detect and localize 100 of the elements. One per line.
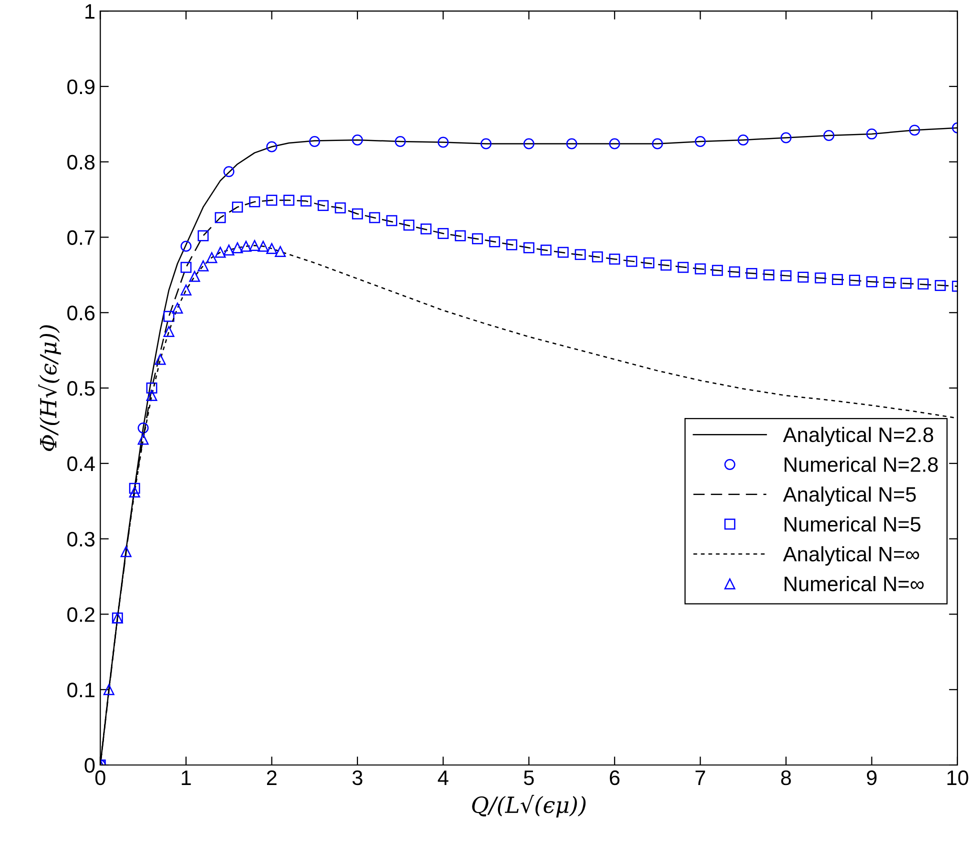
point bbox=[660, 260, 672, 271]
point bbox=[652, 138, 663, 150]
point bbox=[454, 230, 466, 242]
point bbox=[643, 257, 654, 268]
y-tick-label: 0.3 bbox=[67, 532, 95, 547]
point bbox=[318, 200, 329, 212]
point bbox=[934, 280, 946, 291]
point bbox=[472, 233, 483, 244]
point bbox=[866, 128, 878, 140]
point bbox=[506, 239, 518, 250]
point bbox=[738, 134, 749, 146]
point bbox=[394, 136, 406, 147]
point bbox=[138, 422, 149, 434]
point bbox=[180, 240, 192, 252]
x-tick-label: 0 bbox=[95, 770, 106, 786]
point bbox=[609, 138, 620, 150]
point bbox=[223, 244, 234, 256]
point bbox=[154, 354, 166, 365]
y-tick-label: 0.8 bbox=[67, 154, 95, 170]
point bbox=[694, 136, 706, 147]
point bbox=[146, 390, 158, 402]
y-tick-label: 0.2 bbox=[67, 607, 94, 622]
point bbox=[172, 302, 183, 314]
y-tick-label: 0.1 bbox=[67, 682, 94, 698]
point bbox=[258, 240, 269, 252]
point bbox=[523, 138, 534, 150]
legend-label: Numerical N=5 bbox=[784, 516, 920, 532]
point bbox=[352, 134, 363, 146]
point bbox=[678, 262, 689, 273]
point bbox=[232, 202, 243, 213]
point bbox=[558, 246, 569, 258]
y-tick-label: 0.4 bbox=[67, 456, 95, 472]
point bbox=[103, 684, 114, 696]
point bbox=[566, 138, 578, 150]
point bbox=[823, 130, 834, 141]
x-tick-label: 4 bbox=[438, 770, 448, 785]
point bbox=[198, 230, 209, 242]
point bbox=[214, 246, 226, 258]
point bbox=[232, 242, 243, 254]
point bbox=[849, 274, 860, 286]
x-tick-label: 7 bbox=[696, 770, 706, 785]
point bbox=[909, 124, 920, 136]
point bbox=[163, 326, 174, 337]
point bbox=[283, 194, 294, 206]
x-tick-label: 9 bbox=[866, 770, 877, 786]
x-tick-label: 5 bbox=[524, 770, 534, 786]
point bbox=[129, 486, 140, 498]
point bbox=[729, 266, 740, 278]
point bbox=[540, 244, 552, 256]
point bbox=[300, 196, 312, 207]
point bbox=[626, 256, 638, 267]
point bbox=[249, 240, 260, 252]
point bbox=[438, 228, 449, 239]
point bbox=[918, 278, 929, 290]
y-tick-label: 0.5 bbox=[67, 381, 95, 396]
point bbox=[780, 270, 792, 282]
point bbox=[592, 251, 603, 262]
point bbox=[223, 166, 234, 178]
point bbox=[180, 262, 192, 273]
point bbox=[814, 272, 826, 284]
point bbox=[403, 220, 414, 231]
point bbox=[523, 242, 534, 254]
point bbox=[146, 382, 158, 394]
point bbox=[438, 136, 449, 148]
x-tick-label: 6 bbox=[610, 770, 620, 786]
legend-label: Analytical N=5 bbox=[783, 486, 916, 506]
point bbox=[712, 264, 723, 276]
x-tick-label: 3 bbox=[352, 770, 362, 786]
point bbox=[138, 434, 149, 445]
point bbox=[609, 254, 620, 265]
y-tick-label: 0.7 bbox=[67, 230, 94, 245]
point bbox=[883, 276, 894, 288]
y-tick-label: 0.6 bbox=[67, 306, 95, 320]
point bbox=[249, 196, 260, 208]
y-tick-label: 0.9 bbox=[67, 79, 94, 94]
point bbox=[900, 278, 912, 289]
y-tick-label: 0 bbox=[84, 758, 95, 773]
point bbox=[334, 202, 346, 214]
point bbox=[369, 212, 380, 224]
x-tick-label: 8 bbox=[781, 770, 791, 786]
point bbox=[266, 243, 278, 254]
point bbox=[206, 252, 218, 264]
point bbox=[120, 546, 132, 558]
point bbox=[274, 246, 286, 258]
point bbox=[694, 263, 706, 274]
point bbox=[163, 310, 174, 322]
point bbox=[266, 194, 278, 206]
point bbox=[746, 268, 758, 279]
point bbox=[309, 136, 320, 147]
point bbox=[798, 272, 809, 283]
point bbox=[763, 269, 774, 280]
point bbox=[386, 215, 398, 226]
legend-label: Analytical N=2.8 bbox=[783, 426, 934, 446]
point bbox=[352, 208, 363, 220]
x-tick-label: 1 bbox=[182, 770, 191, 785]
point bbox=[266, 141, 278, 152]
point bbox=[129, 482, 140, 494]
point bbox=[866, 276, 878, 288]
point bbox=[198, 260, 209, 272]
point bbox=[214, 212, 226, 224]
